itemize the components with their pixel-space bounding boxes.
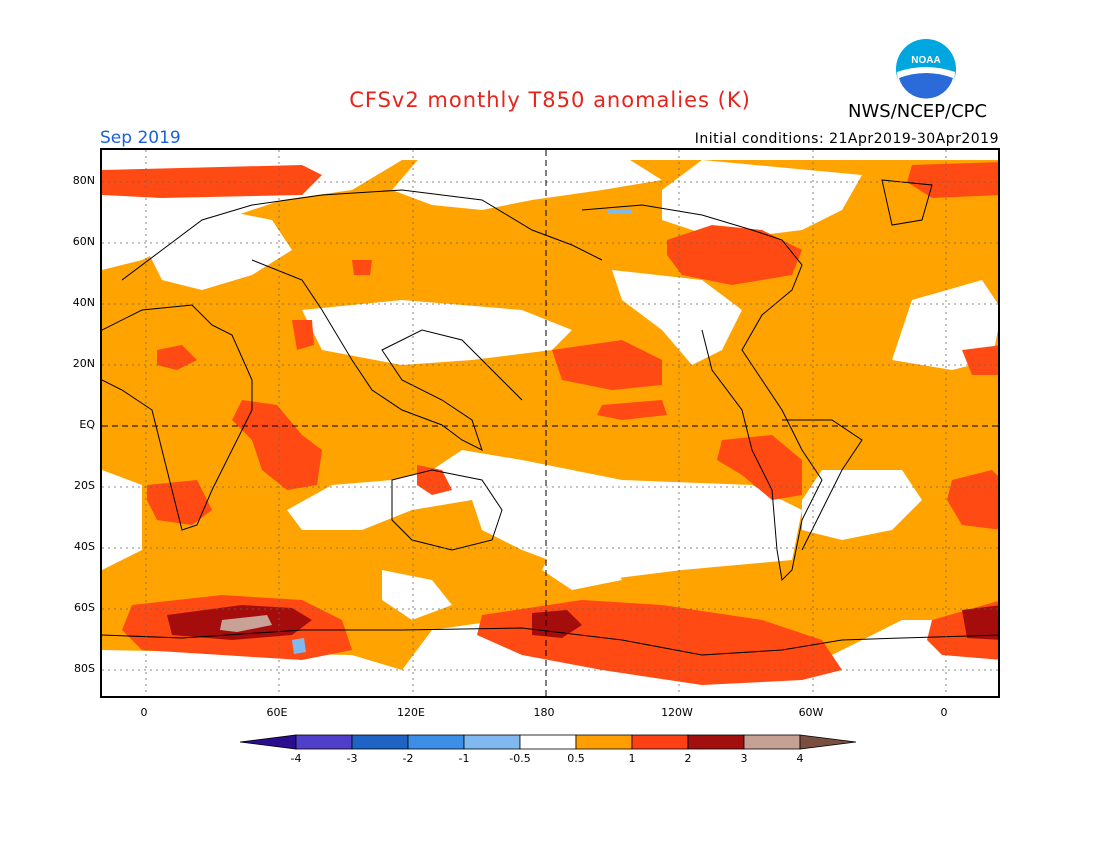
lat-label: 60N <box>72 235 95 248</box>
lon-label: 60W <box>798 706 824 719</box>
colorbar-label: 3 <box>740 752 748 765</box>
lon-label: 0 <box>940 706 948 719</box>
agency-label: NWS/NCEP/CPC <box>848 101 988 122</box>
lon-label: 180 <box>533 706 555 719</box>
lat-label: EQ <box>79 418 95 431</box>
lat-label: 20S <box>74 479 95 492</box>
colorbar-cell <box>351 734 409 750</box>
valid-month-label: Sep 2019 <box>100 128 181 148</box>
colorbar-cell <box>463 734 521 750</box>
noaa-logo-text: NOAA <box>911 55 940 66</box>
lat-lon-grid <box>102 150 998 696</box>
colorbar-label: -3 <box>346 752 358 765</box>
anomaly-map-svg <box>102 150 998 696</box>
colorbar-cell <box>687 734 745 750</box>
lon-label: 120W <box>661 706 693 719</box>
colorbar-cell <box>575 734 633 750</box>
lon-label: 0 <box>140 706 148 719</box>
lat-label: 60S <box>74 601 95 614</box>
cool-regions <box>292 210 632 654</box>
colorbar-cell <box>631 734 689 750</box>
coastlines <box>102 179 998 656</box>
initial-conditions-label: Initial conditions: 21Apr2019-30Apr2019 <box>694 131 999 147</box>
colorbar-label: 4 <box>796 752 804 765</box>
colorbar-cell <box>743 734 801 750</box>
colorbar-label: 2 <box>684 752 692 765</box>
colorbar-cell <box>799 734 857 750</box>
colorbar-label: 1 <box>628 752 636 765</box>
map-title: CFSv2 monthly T850 anomalies (K) <box>349 88 751 112</box>
equator-dateline-lines <box>102 150 998 696</box>
lon-label: 120E <box>397 706 425 719</box>
colorbar <box>239 734 857 750</box>
colorbar-label: -4 <box>290 752 302 765</box>
noaa-logo: NOAA <box>896 39 956 100</box>
lat-label: 40S <box>74 540 95 553</box>
colorbar-label: -1 <box>458 752 470 765</box>
colorbar-cell <box>407 734 465 750</box>
lon-label: 60E <box>266 706 288 719</box>
colorbar-label: 0.5 <box>567 752 585 765</box>
colorbar-cell <box>295 734 353 750</box>
lat-label: 20N <box>72 357 95 370</box>
lat-label: 80N <box>72 174 95 187</box>
colorbar-cell <box>239 734 297 750</box>
colorbar-label: -2 <box>402 752 414 765</box>
extreme-warm-region <box>220 615 272 632</box>
colorbar-label: -0.5 <box>509 752 531 765</box>
anomaly-map <box>100 148 1000 698</box>
colorbar-cell <box>519 734 577 750</box>
lat-label: 80S <box>74 662 95 675</box>
lat-label: 40N <box>72 296 95 309</box>
